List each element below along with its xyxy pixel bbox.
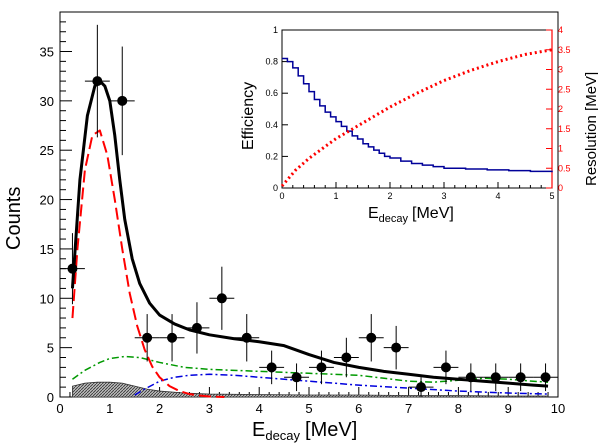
data-marker (440, 362, 451, 373)
inset-y2-tick-label: 0.5 (558, 163, 571, 173)
main-y-tick-label: 5 (47, 341, 54, 356)
main-y-tick-label: 15 (40, 242, 54, 257)
main-data-point (408, 377, 434, 397)
main-data-point (234, 314, 260, 362)
main-x-tick-label: 6 (355, 401, 362, 416)
inset-x-tick-label: 1 (333, 191, 338, 201)
main-data-point (184, 302, 210, 354)
inset-y2-tick-label: 3 (558, 65, 563, 75)
main-x-tick-label: 3 (206, 401, 213, 416)
data-marker (540, 372, 551, 383)
data-marker (316, 362, 327, 373)
main-y-tick-label: 10 (40, 291, 54, 306)
main-series-solid-black (70, 79, 549, 388)
inset-y2-tick-label: 1 (558, 144, 563, 154)
inset-y2-tick-label: 3.5 (558, 45, 571, 55)
inset-x-tick-label: 4 (495, 191, 500, 201)
data-marker (515, 372, 526, 383)
inset-y-tick-label: 0.2 (265, 151, 278, 161)
data-marker (341, 352, 352, 363)
data-marker (266, 362, 277, 373)
main-data-point (60, 233, 85, 305)
data-marker (366, 332, 377, 343)
inset-y2-tick-label: 4 (558, 25, 563, 35)
main-y-tick-label: 25 (40, 143, 54, 158)
inset-x-tick-label: 2 (387, 191, 392, 201)
main-x-tick-label: 7 (405, 401, 412, 416)
inset-y-tick-label: 0.6 (265, 88, 278, 98)
main-data-points (60, 24, 558, 397)
main-x-tick-label: 10 (551, 401, 565, 416)
main-x-tick-label: 8 (455, 401, 462, 416)
main-data-point (159, 314, 185, 362)
data-marker (142, 332, 153, 343)
main-x-axis-label: Edecay [MeV] (252, 419, 357, 443)
main-y-tick-label: 30 (40, 94, 54, 109)
inset-y2-tick-label: 2.5 (558, 84, 571, 94)
main-data-point (458, 363, 484, 392)
main-data-point (134, 314, 160, 362)
main-series-dashdot-green (72, 355, 549, 383)
main-y-tick-label: 0 (47, 390, 54, 405)
inset-y-tick-label: 1 (273, 25, 278, 35)
data-marker (67, 263, 78, 274)
main-data-point (358, 314, 384, 362)
main-x-tick-label: 9 (505, 401, 512, 416)
data-marker (416, 382, 427, 393)
inset-y-tick-label: 0.4 (265, 120, 278, 130)
main-data-point (209, 266, 235, 330)
data-marker (241, 332, 252, 343)
main-data-point (284, 363, 309, 392)
data-marker (391, 342, 402, 353)
main-data-point (483, 363, 509, 392)
main-series-shaded-grey (72, 381, 549, 398)
data-marker (216, 293, 227, 304)
inset-background (282, 30, 552, 188)
inset-x-tick-label: 3 (441, 191, 446, 201)
main-data-point (508, 363, 534, 392)
main-y-tick-label: 20 (40, 193, 54, 208)
inset-y-tick-label: 0.8 (265, 57, 278, 67)
data-marker (117, 95, 128, 106)
inset-y2-tick-label: 2 (558, 104, 563, 114)
main-x-tick-label: 1 (106, 401, 113, 416)
main-x-tick-label: 4 (256, 401, 263, 416)
inset-series-efficiency (282, 57, 553, 173)
inset-x-axis-label: Edecay [MeV] (368, 205, 454, 225)
main-data-point (84, 24, 110, 138)
data-marker (167, 332, 178, 343)
main-data-point (433, 350, 459, 385)
data-marker (191, 322, 202, 333)
main-data-point (309, 350, 334, 385)
main-data-point (109, 46, 135, 156)
main-data-point (259, 350, 285, 385)
main-x-tick-label: 5 (305, 401, 312, 416)
inset-y2-tick-label: 1.5 (558, 124, 571, 134)
data-marker (490, 372, 501, 383)
main-x-tick-label: 2 (156, 401, 163, 416)
main-y-axis-label: Counts (3, 187, 25, 250)
main-data-point (533, 363, 558, 392)
main-x-tick-label: 0 (56, 401, 63, 416)
inset-x-tick-label: 0 (279, 191, 284, 201)
main-series-dashed-red (71, 129, 225, 398)
inset-y2-axis-label: Resolution [MeV] (583, 72, 598, 186)
data-marker (92, 76, 103, 87)
main-series (70, 79, 549, 398)
data-marker (465, 372, 476, 383)
inset-series (280, 48, 553, 187)
inset-y-axis-label: Efficiency (240, 82, 257, 150)
main-y-tick-label: 35 (40, 44, 54, 59)
main-data-point (333, 337, 359, 378)
main-data-point (383, 325, 409, 370)
inset-y-tick-label: 0 (273, 183, 278, 193)
data-marker (291, 372, 302, 383)
inset-y2-tick-label: 0 (558, 183, 563, 193)
inset-x-tick-label: 5 (549, 191, 554, 201)
